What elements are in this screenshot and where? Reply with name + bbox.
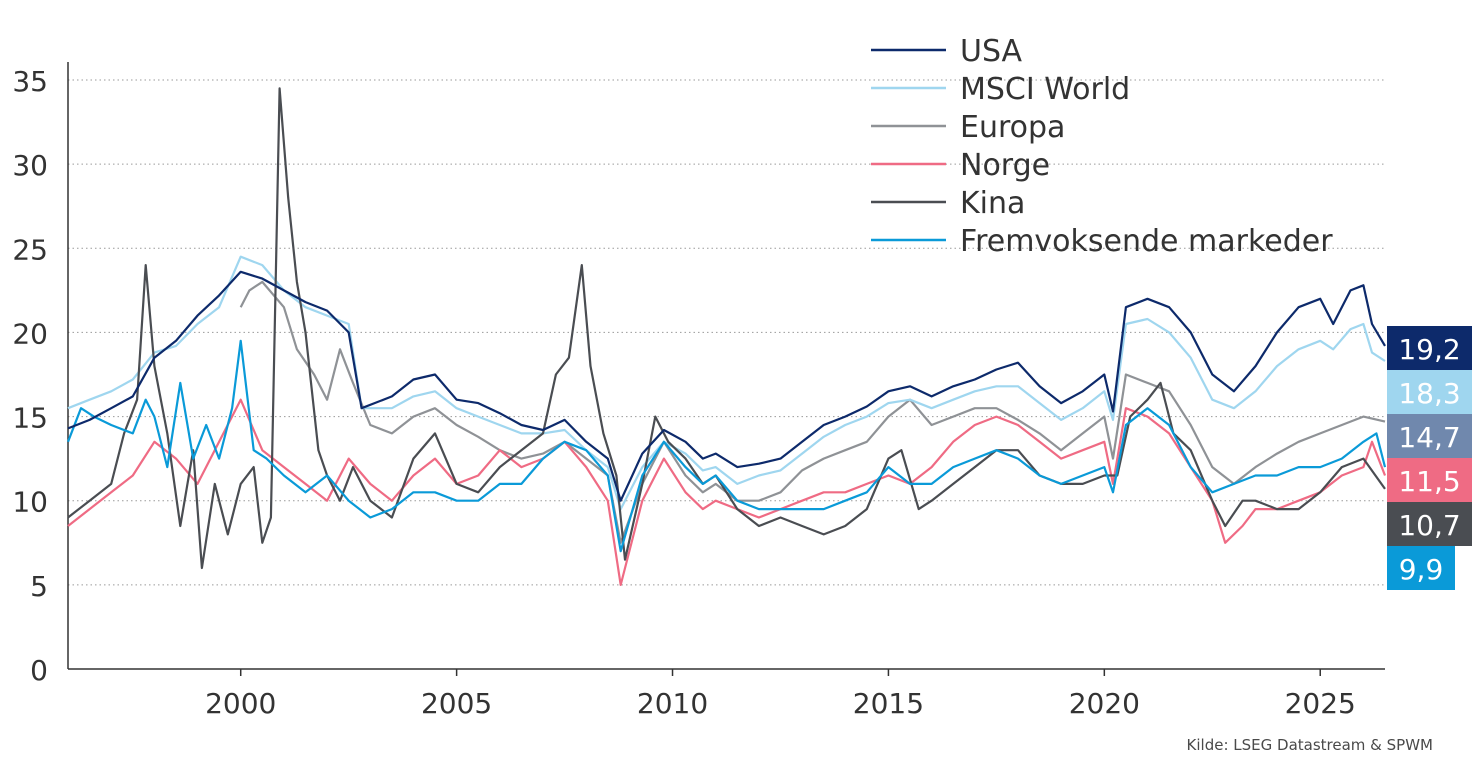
series-line-msci-world xyxy=(67,255,1386,511)
y-tick-label: 35 xyxy=(12,65,48,98)
x-tick-label: 2010 xyxy=(637,687,708,720)
series-line-europa xyxy=(239,280,1386,544)
end-label-box xyxy=(1387,326,1472,370)
y-tick-label: 25 xyxy=(12,233,48,266)
series-lines xyxy=(66,87,1387,586)
y-axis: 0 5 10 15 20 25 30 35 xyxy=(12,62,1385,687)
x-tick-label: 2020 xyxy=(1069,687,1140,720)
end-label-value: 11,5 xyxy=(1398,465,1460,498)
legend-label: Fremvoksende markeder xyxy=(960,224,1333,259)
end-label-value: 18,3 xyxy=(1398,377,1460,410)
end-label-box xyxy=(1387,414,1472,458)
x-tick-label: 2000 xyxy=(205,687,276,720)
x-tick-label: 2015 xyxy=(853,687,924,720)
series-line-usa xyxy=(67,270,1386,502)
grid-lines xyxy=(68,79,1385,586)
end-label-value: 14,7 xyxy=(1398,421,1460,454)
legend-label: Europa xyxy=(960,110,1065,145)
end-label-box xyxy=(1387,458,1472,502)
y-tick-label: 20 xyxy=(12,317,48,350)
end-label-box xyxy=(1387,546,1455,590)
legend-label: MSCI World xyxy=(960,72,1130,107)
series-line-fremvoksende-markeder xyxy=(66,339,1387,553)
y-tick-label: 5 xyxy=(30,570,48,603)
y-tick-label: 30 xyxy=(12,149,48,182)
y-tick-label: 0 xyxy=(30,654,48,687)
end-value-labels: 19,2 18,3 14,7 11,5 10,7 9,9 xyxy=(1387,326,1472,590)
end-label-value: 9,9 xyxy=(1399,553,1444,586)
end-label-box xyxy=(1387,370,1472,414)
end-label-value: 10,7 xyxy=(1398,509,1460,542)
legend-label: Kina xyxy=(960,186,1025,221)
x-tick-label: 2025 xyxy=(1285,687,1356,720)
series-line-kina xyxy=(67,87,1386,570)
x-axis: 2000 2005 2010 2015 2020 2025 xyxy=(205,669,1356,720)
x-tick-label: 2005 xyxy=(421,687,492,720)
y-tick-label: 10 xyxy=(12,486,48,519)
legend-label: Norge xyxy=(960,148,1050,183)
y-tick-label: 15 xyxy=(12,402,48,435)
end-label-value: 19,2 xyxy=(1398,333,1460,366)
source-note: Kilde: LSEG Datastream & SPWM xyxy=(1186,736,1433,754)
legend-label: USA xyxy=(960,34,1023,69)
end-label-box xyxy=(1387,502,1472,546)
